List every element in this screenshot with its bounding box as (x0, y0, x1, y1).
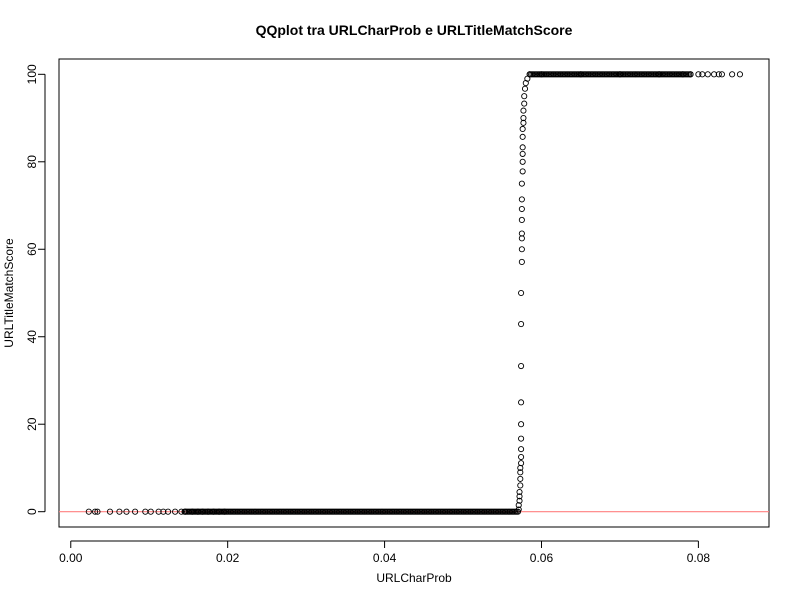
data-point (718, 71, 725, 78)
data-point (518, 205, 525, 213)
data-point (106, 508, 114, 515)
data-point (518, 460, 525, 467)
data-point (518, 446, 525, 453)
x-tick-label: 0.00 (59, 551, 83, 565)
plot-frame (58, 58, 770, 528)
data-point (517, 475, 524, 482)
data-point (695, 71, 702, 78)
data-point-dense (687, 71, 694, 78)
data-point (178, 508, 185, 515)
data-point (711, 71, 718, 78)
y-axis: 0 20 40 60 80 100 (25, 64, 46, 515)
x-tick-label: 0.04 (373, 551, 397, 565)
data-point (715, 71, 722, 78)
data-point (518, 289, 525, 297)
data-point (160, 508, 167, 515)
data-point (516, 497, 523, 504)
data-point (518, 216, 525, 224)
data-point (518, 180, 525, 187)
x-tick-label: 0.02 (216, 551, 240, 565)
data-point (518, 421, 525, 428)
data-point (164, 508, 172, 515)
data-point (699, 71, 706, 78)
data-point (704, 71, 711, 78)
data-point (517, 482, 524, 489)
data-point (519, 158, 526, 165)
data-point (172, 508, 179, 515)
data-point (518, 230, 525, 237)
data-point (147, 508, 154, 515)
data-point (518, 246, 525, 253)
x-axis-label: URLCharProb (376, 571, 452, 585)
data-point (519, 133, 526, 140)
data-point (729, 71, 736, 78)
data-point (123, 508, 130, 515)
data-point (516, 488, 523, 496)
data-point (518, 362, 525, 370)
data-point (516, 493, 523, 500)
data-point (519, 125, 526, 133)
y-tick-label: 40 (25, 330, 39, 344)
y-tick-label: 80 (25, 155, 39, 169)
x-axis: 0.00 0.02 0.04 0.06 0.08 (59, 540, 711, 565)
data-point (92, 508, 99, 515)
data-point (132, 508, 139, 515)
data-point (519, 168, 526, 175)
data-point (155, 508, 162, 515)
data-point (116, 508, 123, 515)
data-point (517, 469, 524, 476)
data-point-dense (514, 508, 522, 515)
data-point (518, 196, 525, 203)
y-tick-label: 0 (25, 508, 39, 515)
points-layer (85, 71, 744, 515)
data-point (518, 435, 525, 442)
data-point (521, 85, 529, 92)
data-point (94, 508, 101, 515)
y-tick-label: 60 (25, 242, 39, 256)
x-tick-label: 0.06 (530, 551, 554, 565)
x-tick-label: 0.08 (687, 551, 711, 565)
data-point (518, 320, 525, 328)
y-axis-label: URLTitleMatchScore (2, 238, 16, 348)
data-point (736, 71, 744, 78)
data-point (521, 93, 528, 100)
data-point (515, 502, 522, 509)
chart-title: QQplot tra URLCharProb e URLTitleMatchSc… (256, 22, 573, 38)
data-point (518, 258, 525, 266)
data-point (519, 144, 526, 151)
y-tick-label: 20 (25, 417, 39, 431)
data-point (520, 115, 527, 122)
data-point (519, 150, 526, 157)
data-point (521, 100, 528, 107)
data-point (520, 107, 527, 114)
y-tick-label: 100 (25, 64, 39, 84)
data-point (518, 453, 525, 461)
data-point (85, 508, 92, 515)
data-point (518, 399, 525, 406)
